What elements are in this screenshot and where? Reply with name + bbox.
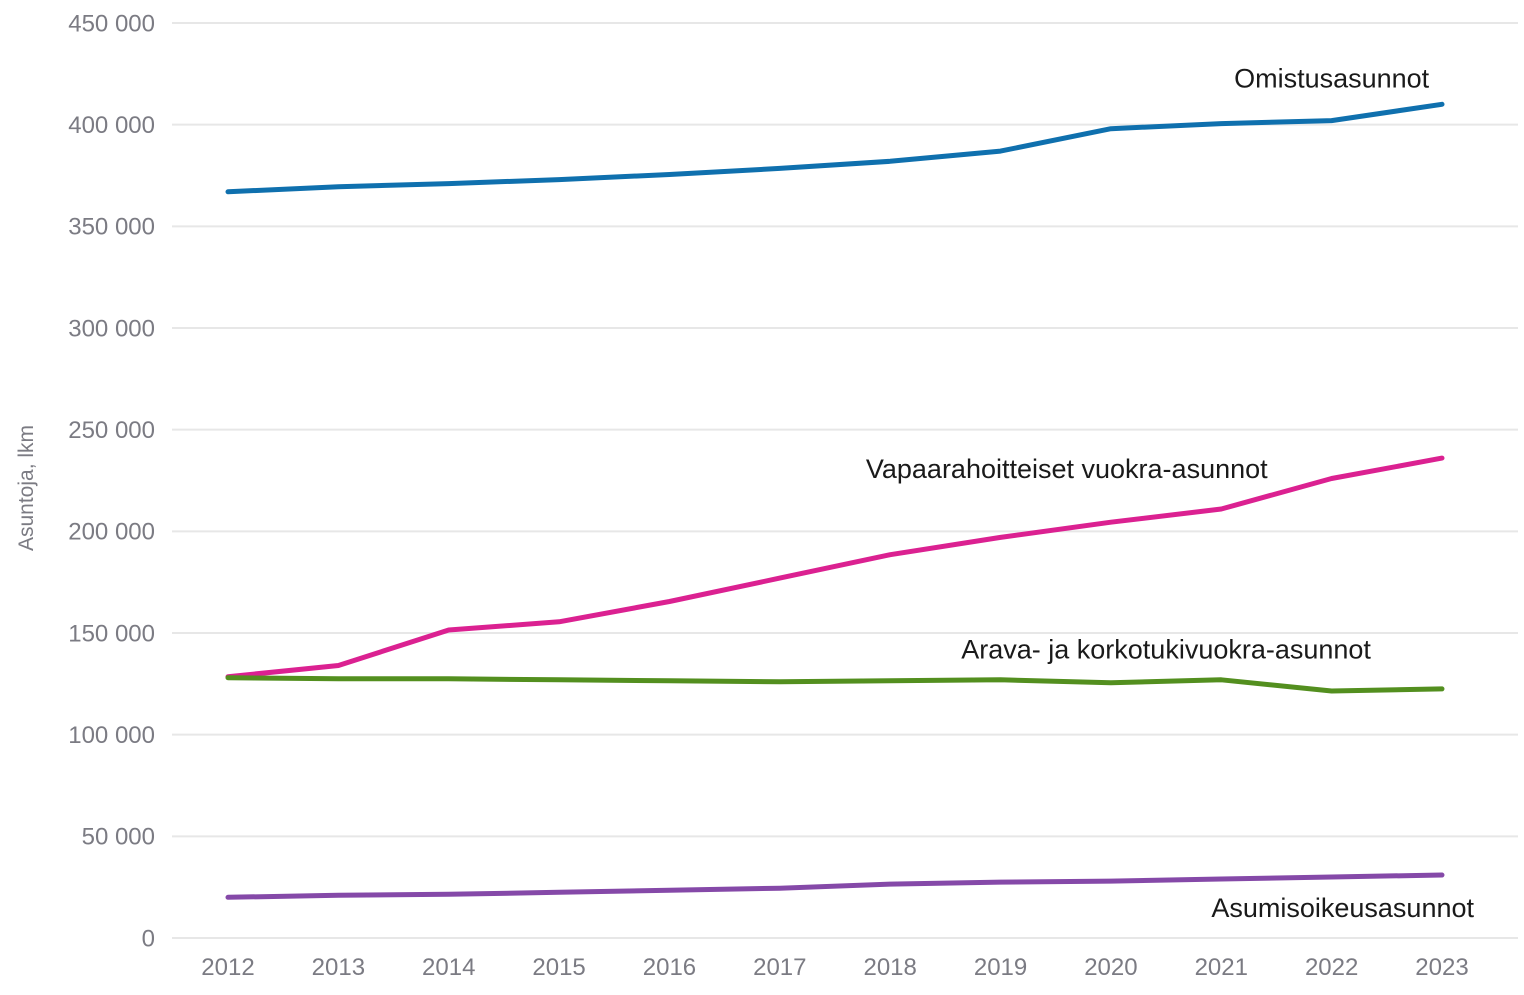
series-label-omistusasunnot: Omistusasunnot xyxy=(1234,63,1430,93)
series-label-vapaarahoitteiset-vuokra-asunnot: Vapaarahoitteiset vuokra-asunnot xyxy=(866,454,1268,484)
x-tick-label-2023: 2023 xyxy=(1415,954,1468,981)
y-tick-label: 450 000 xyxy=(68,10,155,37)
y-tick-label: 50 000 xyxy=(82,824,155,851)
x-tick-label-2015: 2015 xyxy=(532,954,585,981)
x-tick-label-2017: 2017 xyxy=(753,954,806,981)
y-tick-label: 400 000 xyxy=(68,112,155,139)
series-line-vapaarahoitteiset-vuokra-asunnot xyxy=(225,455,1445,680)
x-tick-label-2016: 2016 xyxy=(643,954,696,981)
x-tick-label-2018: 2018 xyxy=(863,954,916,981)
series-label-arava-ja-korkotukivuokra-asunnot: Arava- ja korkotukivuokra-asunnot xyxy=(961,635,1371,665)
series-line-asumisoikeusasunnot xyxy=(225,872,1445,900)
y-tick-label: 350 000 xyxy=(68,214,155,241)
x-tick-label-2012: 2012 xyxy=(201,954,254,981)
y-tick-label: 300 000 xyxy=(68,315,155,342)
x-tick-label-2022: 2022 xyxy=(1305,954,1358,981)
y-tick-label: 100 000 xyxy=(68,722,155,749)
y-tick-label: 150 000 xyxy=(68,620,155,647)
x-tick-label-2021: 2021 xyxy=(1195,954,1248,981)
y-tick-label: 0 xyxy=(142,925,155,952)
y-tick-label: 250 000 xyxy=(68,417,155,444)
series-line-omistusasunnot xyxy=(225,101,1445,195)
x-tick-label-2020: 2020 xyxy=(1084,954,1137,981)
x-tick-label-2019: 2019 xyxy=(974,954,1027,981)
y-tick-label: 200 000 xyxy=(68,519,155,546)
series-label-asumisoikeusasunnot: Asumisoikeusasunnot xyxy=(1211,893,1474,923)
x-tick-label-2013: 2013 xyxy=(312,954,365,981)
y-axis-title: Asuntoja, lkm xyxy=(15,425,38,551)
x-tick-label-2014: 2014 xyxy=(422,954,475,981)
series-line-arava-ja-korkotukivuokra-asunnot xyxy=(225,675,1445,694)
